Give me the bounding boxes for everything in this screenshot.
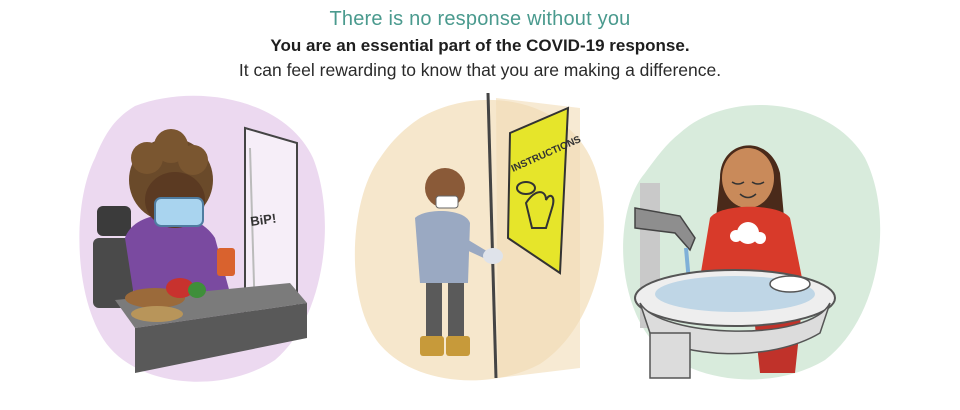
hand-icon — [524, 191, 555, 229]
beep-sound-label: BiP! — [249, 210, 277, 228]
wall-edge — [486, 92, 498, 379]
face-mask — [154, 197, 204, 227]
cashier-head — [129, 129, 213, 228]
gloves — [483, 248, 503, 264]
soap-foam — [737, 222, 759, 244]
soap-icon — [516, 181, 536, 195]
cashier-illustration: BiP! — [79, 95, 325, 382]
page-title: There is no response without you — [329, 8, 631, 30]
work-boot — [420, 336, 444, 356]
groceries — [125, 278, 206, 322]
faucet — [634, 207, 696, 252]
cashier-shirt — [125, 214, 230, 303]
girl-handwashing-illustration — [623, 105, 881, 380]
office-chair — [93, 206, 133, 308]
page-subtitle: You are an essential part of the COVID-1… — [270, 36, 690, 55]
soup-can — [217, 248, 235, 276]
worker-figure — [415, 168, 503, 356]
soap-bar — [769, 275, 811, 293]
sink — [634, 269, 836, 379]
worker-illustration: INSTRUCTIONS — [354, 92, 604, 381]
page-body-text: It can feel rewarding to know that you a… — [238, 60, 722, 80]
